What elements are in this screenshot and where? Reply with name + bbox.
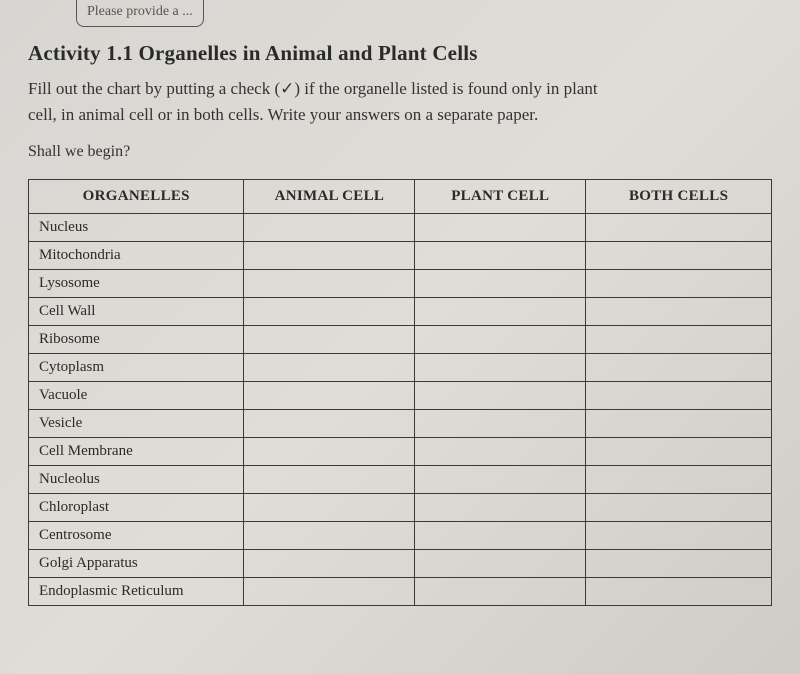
cell-organelle: Nucleolus [29,465,244,493]
cell-both[interactable] [586,549,772,577]
cell-animal[interactable] [244,577,415,605]
cell-plant[interactable] [415,409,586,437]
table-row: Vacuole [29,381,772,409]
begin-prompt: Shall we begin? [28,143,772,161]
cell-organelle: Centrosome [29,521,244,549]
table-row: Chloroplast [29,493,772,521]
cell-animal[interactable] [244,353,415,381]
cell-organelle: Chloroplast [29,493,244,521]
cell-animal[interactable] [244,381,415,409]
cell-organelle: Ribosome [29,325,244,353]
cell-animal[interactable] [244,493,415,521]
cell-both[interactable] [586,325,772,353]
table-row: Nucleus [29,213,772,241]
cell-plant[interactable] [415,437,586,465]
header-both-cells: BOTH CELLS [586,179,772,213]
cell-both[interactable] [586,241,772,269]
cell-both[interactable] [586,353,772,381]
cell-both[interactable] [586,269,772,297]
cell-animal[interactable] [244,325,415,353]
table-row: Cell Membrane [29,437,772,465]
activity-title: Activity 1.1 Organelles in Animal and Pl… [28,41,772,66]
cell-animal[interactable] [244,521,415,549]
cell-plant[interactable] [415,241,586,269]
table-row: Golgi Apparatus [29,549,772,577]
table-header-row: ORGANELLES ANIMAL CELL PLANT CELL BOTH C… [29,179,772,213]
cell-animal[interactable] [244,297,415,325]
cell-both[interactable] [586,297,772,325]
table-row: Lysosome [29,269,772,297]
table-row: Ribosome [29,325,772,353]
top-box-fragment: Please provide a ... [76,0,204,27]
header-plant-cell: PLANT CELL [415,179,586,213]
cell-organelle: Lysosome [29,269,244,297]
cell-plant[interactable] [415,521,586,549]
top-fragment-text: Please provide a ... [87,4,193,19]
table-row: Vesicle [29,409,772,437]
cell-plant[interactable] [415,353,586,381]
instructions: Fill out the chart by putting a check (✓… [28,76,772,129]
cell-both[interactable] [586,493,772,521]
instructions-line-1: Fill out the chart by putting a check (✓… [28,79,598,98]
cell-animal[interactable] [244,409,415,437]
cell-plant[interactable] [415,493,586,521]
cell-plant[interactable] [415,325,586,353]
cell-plant[interactable] [415,381,586,409]
worksheet-page: Please provide a ... Activity 1.1 Organe… [0,0,800,626]
instructions-line-2: cell, in animal cell or in both cells. W… [28,105,538,124]
organelles-table: ORGANELLES ANIMAL CELL PLANT CELL BOTH C… [28,179,772,606]
cell-organelle: Cell Membrane [29,437,244,465]
cell-both[interactable] [586,437,772,465]
table-body: Nucleus Mitochondria Lysosome Cell Wall [29,213,772,605]
cell-organelle: Vacuole [29,381,244,409]
table-row: Nucleolus [29,465,772,493]
cell-plant[interactable] [415,297,586,325]
table-row: Endoplasmic Reticulum [29,577,772,605]
table-row: Cytoplasm [29,353,772,381]
table-row: Mitochondria [29,241,772,269]
cell-organelle: Endoplasmic Reticulum [29,577,244,605]
cell-both[interactable] [586,381,772,409]
cell-organelle: Vesicle [29,409,244,437]
cell-organelle: Nucleus [29,213,244,241]
cell-animal[interactable] [244,269,415,297]
cell-both[interactable] [586,577,772,605]
cell-organelle: Golgi Apparatus [29,549,244,577]
cell-plant[interactable] [415,577,586,605]
table-row: Cell Wall [29,297,772,325]
cell-animal[interactable] [244,465,415,493]
header-organelles: ORGANELLES [29,179,244,213]
cell-both[interactable] [586,465,772,493]
table-row: Centrosome [29,521,772,549]
cell-both[interactable] [586,213,772,241]
cell-plant[interactable] [415,549,586,577]
cell-organelle: Cytoplasm [29,353,244,381]
cell-plant[interactable] [415,269,586,297]
cell-animal[interactable] [244,213,415,241]
cell-plant[interactable] [415,213,586,241]
cell-organelle: Cell Wall [29,297,244,325]
cell-plant[interactable] [415,465,586,493]
cell-both[interactable] [586,521,772,549]
cell-animal[interactable] [244,549,415,577]
cell-organelle: Mitochondria [29,241,244,269]
cell-animal[interactable] [244,241,415,269]
cell-both[interactable] [586,409,772,437]
cell-animal[interactable] [244,437,415,465]
header-animal-cell: ANIMAL CELL [244,179,415,213]
